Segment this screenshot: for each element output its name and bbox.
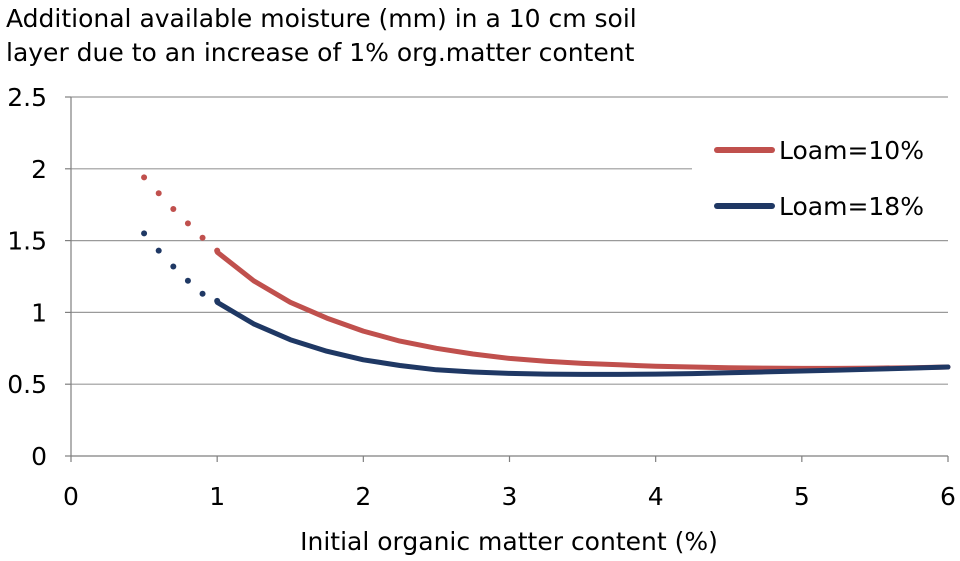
series-0-dot-5 [214, 247, 221, 254]
series-1-dot-2 [170, 263, 177, 270]
x-tick-label-6: 6 [940, 482, 956, 511]
series-0-dot-1 [155, 190, 162, 197]
x-tick-label-5: 5 [794, 482, 810, 511]
series-1-dot-3 [184, 277, 191, 284]
y-tick-label-4: 2 [31, 155, 47, 184]
series-group [141, 174, 951, 377]
legend-label-0: Loam=10% [779, 136, 924, 165]
legend-label-1: Loam=18% [779, 192, 924, 221]
y-tick-labels: 0 0.5 1 1.5 2 2.5 [7, 83, 47, 471]
x-tick-label-3: 3 [502, 482, 518, 511]
y-tick-label-0: 0 [31, 442, 47, 471]
chart-title-line-1: Additional available moisture (mm) in a … [6, 4, 637, 33]
y-tick-label-1: 0.5 [7, 370, 47, 399]
series-line-1 [214, 299, 951, 377]
series-1-dot-0 [141, 230, 148, 237]
series-1-dot-1 [155, 247, 162, 254]
x-tick-label-1: 1 [209, 482, 225, 511]
series-0-dot-2 [170, 206, 177, 213]
axes [65, 96, 949, 462]
series-0-dot-4 [199, 234, 206, 241]
chart-title-line-2: layer due to an increase of 1% org.matte… [6, 38, 635, 67]
x-axis-title: Initial organic matter content (%) [300, 527, 718, 556]
y-tick-label-2: 1 [31, 298, 47, 327]
series-0-dot-3 [184, 220, 191, 227]
legend-background [692, 128, 954, 228]
x-tick-label-0: 0 [63, 482, 79, 511]
series-1-dot-5 [214, 297, 221, 304]
x-tick-label-4: 4 [648, 482, 664, 511]
y-tick-label-5: 2.5 [7, 83, 47, 112]
legend: Loam=10% Loam=18% [692, 128, 954, 228]
x-tick-labels: 0 1 2 3 4 5 6 [63, 482, 956, 511]
x-tick-label-2: 2 [355, 482, 371, 511]
y-tick-label-3: 1.5 [7, 227, 47, 256]
series-0-dot-0 [141, 174, 148, 181]
series-1-dot-4 [199, 290, 206, 297]
chart-title: Additional available moisture (mm) in a … [6, 2, 637, 70]
